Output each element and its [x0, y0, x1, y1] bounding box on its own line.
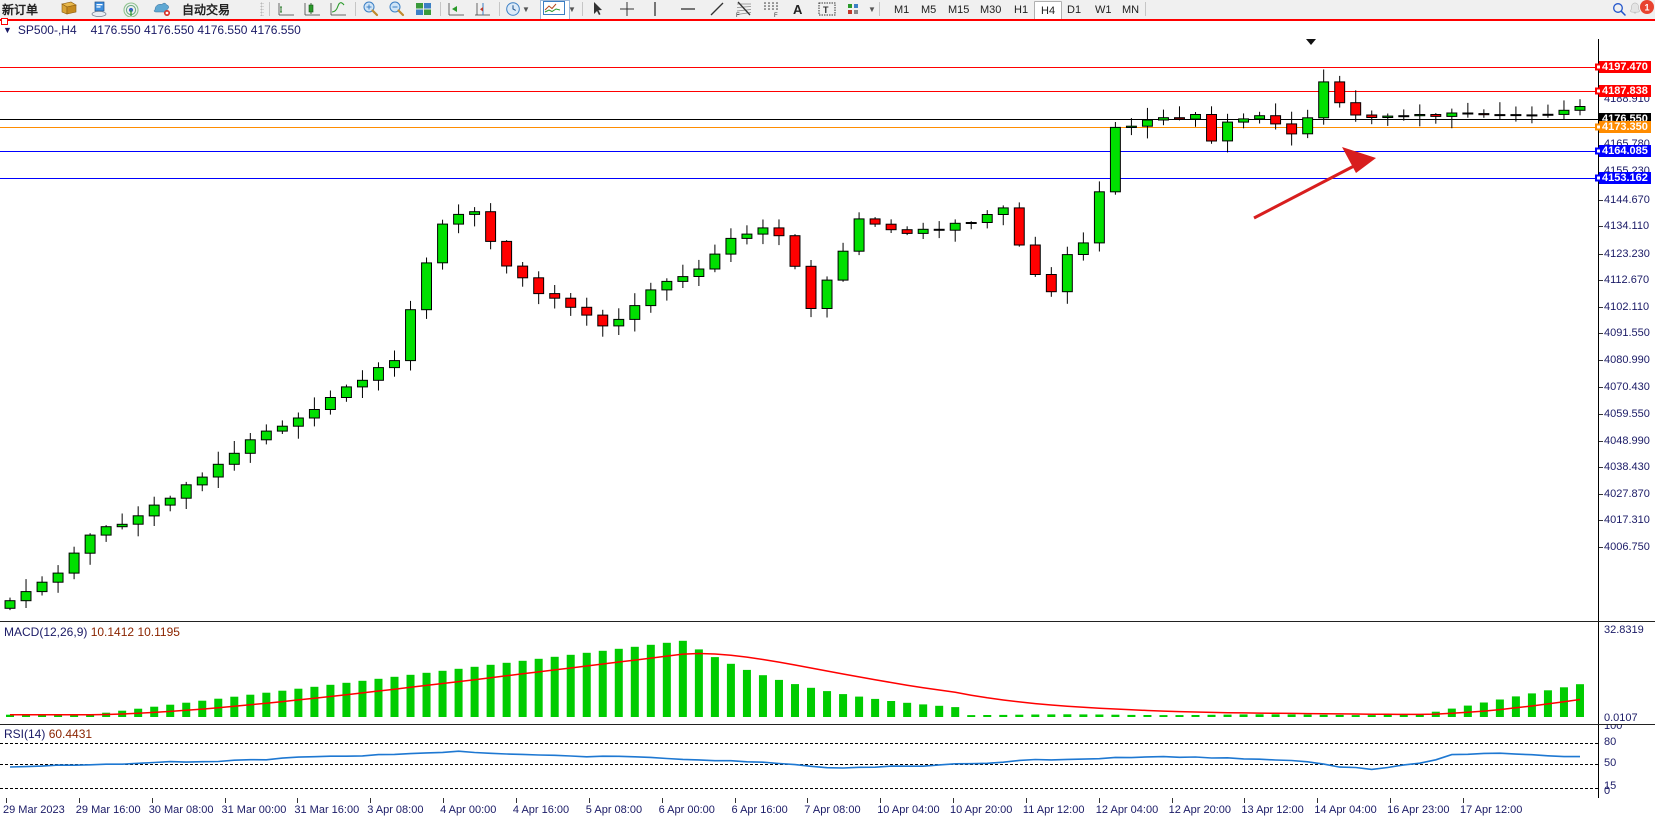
- svg-text:1: 1: [1644, 3, 1649, 13]
- svg-text:F: F: [736, 13, 740, 17]
- svg-text:F: F: [774, 13, 778, 17]
- svg-text:T: T: [823, 5, 829, 15]
